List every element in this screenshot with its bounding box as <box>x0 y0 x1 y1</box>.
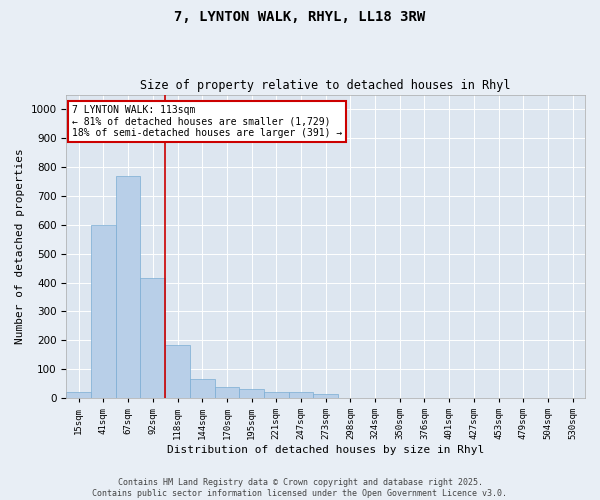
Bar <box>67 392 91 398</box>
Text: Contains HM Land Registry data © Crown copyright and database right 2025.
Contai: Contains HM Land Registry data © Crown c… <box>92 478 508 498</box>
Text: 7, LYNTON WALK, RHYL, LL18 3RW: 7, LYNTON WALK, RHYL, LL18 3RW <box>175 10 425 24</box>
Bar <box>91 224 116 398</box>
Bar <box>289 392 313 398</box>
Bar <box>190 380 215 398</box>
Bar <box>239 390 264 398</box>
Y-axis label: Number of detached properties: Number of detached properties <box>15 148 25 344</box>
Bar <box>165 344 190 398</box>
Bar <box>116 176 140 398</box>
Bar <box>313 394 338 398</box>
Bar <box>215 386 239 398</box>
X-axis label: Distribution of detached houses by size in Rhyl: Distribution of detached houses by size … <box>167 445 484 455</box>
Text: 7 LYNTON WALK: 113sqm
← 81% of detached houses are smaller (1,729)
18% of semi-d: 7 LYNTON WALK: 113sqm ← 81% of detached … <box>71 105 342 138</box>
Bar <box>140 278 165 398</box>
Bar <box>264 392 289 398</box>
Title: Size of property relative to detached houses in Rhyl: Size of property relative to detached ho… <box>140 79 511 92</box>
